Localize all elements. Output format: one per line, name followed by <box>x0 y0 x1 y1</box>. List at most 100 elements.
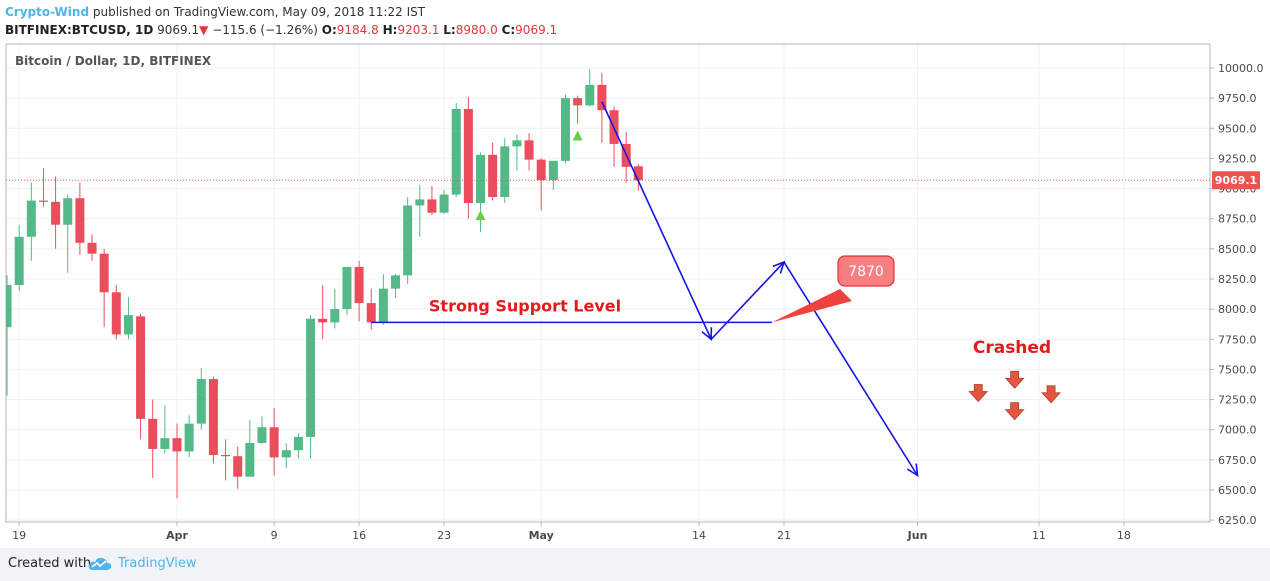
candle-body <box>488 154 498 197</box>
candle <box>354 260 364 322</box>
candle-body <box>269 427 279 458</box>
candle-body <box>172 438 182 452</box>
candle-body <box>123 315 133 335</box>
candle <box>573 95 583 124</box>
candle-body <box>221 454 231 457</box>
x-tick-label: 19 <box>12 529 26 542</box>
last-price: 9069.1 <box>157 23 200 37</box>
candle <box>463 96 473 219</box>
crash-down-arrow-icon <box>1004 370 1025 389</box>
x-axis[interactable]: 19 Apr 9 16 23 May 14 21 Jun 11 18 <box>12 522 1131 542</box>
plot-frame <box>5 43 1211 523</box>
candle-body <box>160 438 170 449</box>
y-tick-label: 6750.0 <box>1218 454 1257 467</box>
candle <box>281 442 291 469</box>
author-name[interactable]: Crypto-Wind <box>5 5 90 19</box>
x-tick-label: 23 <box>437 529 451 542</box>
projection-arrowhead <box>772 260 786 274</box>
candle <box>148 399 158 478</box>
candle <box>318 285 328 340</box>
candle-body <box>281 450 291 458</box>
callout-pointer <box>771 289 852 323</box>
publish-info: Crypto-Wind published on TradingView.com… <box>5 5 425 19</box>
change-arrow-icon: ▼ <box>199 23 209 37</box>
candle-body <box>633 166 643 181</box>
crash-down-arrow-icon <box>1041 385 1061 404</box>
candle-body <box>330 309 340 323</box>
candle-body <box>318 318 328 323</box>
price-chart[interactable]: Bitcoin / Dollar, 1D, BITFINEX Strong Su… <box>0 43 1270 548</box>
tradingview-cloud-icon[interactable] <box>88 556 112 572</box>
close-label: C: <box>501 23 516 37</box>
candle <box>439 189 449 214</box>
candle-body <box>63 198 73 225</box>
callout-box <box>837 255 895 287</box>
candle-body <box>463 108 473 204</box>
y-tick-label: 8000.0 <box>1218 303 1257 316</box>
low-label: L: <box>443 23 456 37</box>
candle-body <box>585 84 595 106</box>
candle-body <box>136 316 146 419</box>
candle <box>415 184 425 237</box>
tradingview-link[interactable]: TradingView <box>118 556 197 571</box>
ohlc-info: BITFINEX:BTCUSD, 1D 9069.1▼ −115.6 (−1.2… <box>5 23 557 37</box>
candle <box>378 274 388 325</box>
annotations: Strong Support Level 7870 Crashed <box>6 101 1210 478</box>
y-tick-label: 8750.0 <box>1218 213 1257 226</box>
candle <box>208 376 218 464</box>
last-price-badge-text: 9069.1 <box>1215 174 1257 187</box>
candle-body <box>427 199 437 213</box>
high-label: H: <box>382 23 398 37</box>
candle <box>257 416 267 445</box>
open-value: 9184.8 <box>336 23 379 37</box>
published-text: published on TradingView.com, May 09, 20… <box>92 5 426 19</box>
candle-body <box>524 140 534 160</box>
candle <box>524 133 534 171</box>
y-tick-label: 8250.0 <box>1218 273 1257 286</box>
candle-body <box>560 98 570 161</box>
candle <box>111 285 121 340</box>
projection-path <box>601 101 919 476</box>
candle <box>293 433 303 459</box>
candle-body <box>38 200 48 202</box>
candle <box>548 160 558 190</box>
candle-body <box>196 379 206 424</box>
candle <box>26 182 36 261</box>
callout-text: 7870 <box>848 264 884 280</box>
y-tick-label: 9750.0 <box>1218 92 1257 105</box>
candle-body <box>439 194 449 213</box>
low-value: 8980.0 <box>455 23 498 37</box>
candle-body <box>548 160 558 181</box>
y-tick-label: 10000.0 <box>1218 62 1264 75</box>
candle <box>233 446 243 489</box>
candle <box>342 266 352 316</box>
crash-down-arrow-icon <box>968 384 989 403</box>
candle-body <box>536 159 546 181</box>
candle <box>427 186 437 216</box>
candle <box>560 94 570 164</box>
y-tick-label: 9250.0 <box>1218 152 1257 165</box>
last-price-badge <box>1212 171 1260 190</box>
candle <box>14 224 24 292</box>
x-tick-label: Jun <box>907 529 928 542</box>
candle <box>512 134 522 171</box>
candle-body <box>451 108 461 195</box>
candle <box>488 142 498 201</box>
candle <box>391 274 401 299</box>
signal-up-icon <box>572 130 583 141</box>
candle-body <box>293 436 303 451</box>
candle-body <box>245 442 255 477</box>
candle <box>6 275 12 396</box>
support-label: Strong Support Level <box>429 296 621 315</box>
x-tick-label: 9 <box>271 529 278 542</box>
x-tick-label: May <box>529 529 554 542</box>
candle <box>63 194 73 273</box>
candle-body <box>111 292 121 335</box>
candle <box>99 248 109 328</box>
y-axis[interactable]: 10000.09750.09500.09250.09000.08750.0850… <box>1210 62 1264 527</box>
projection-arrowhead <box>906 463 919 478</box>
candle <box>536 158 546 211</box>
candle <box>306 315 316 459</box>
x-tick-label: Apr <box>166 529 188 542</box>
y-tick-label: 6500.0 <box>1218 484 1257 497</box>
